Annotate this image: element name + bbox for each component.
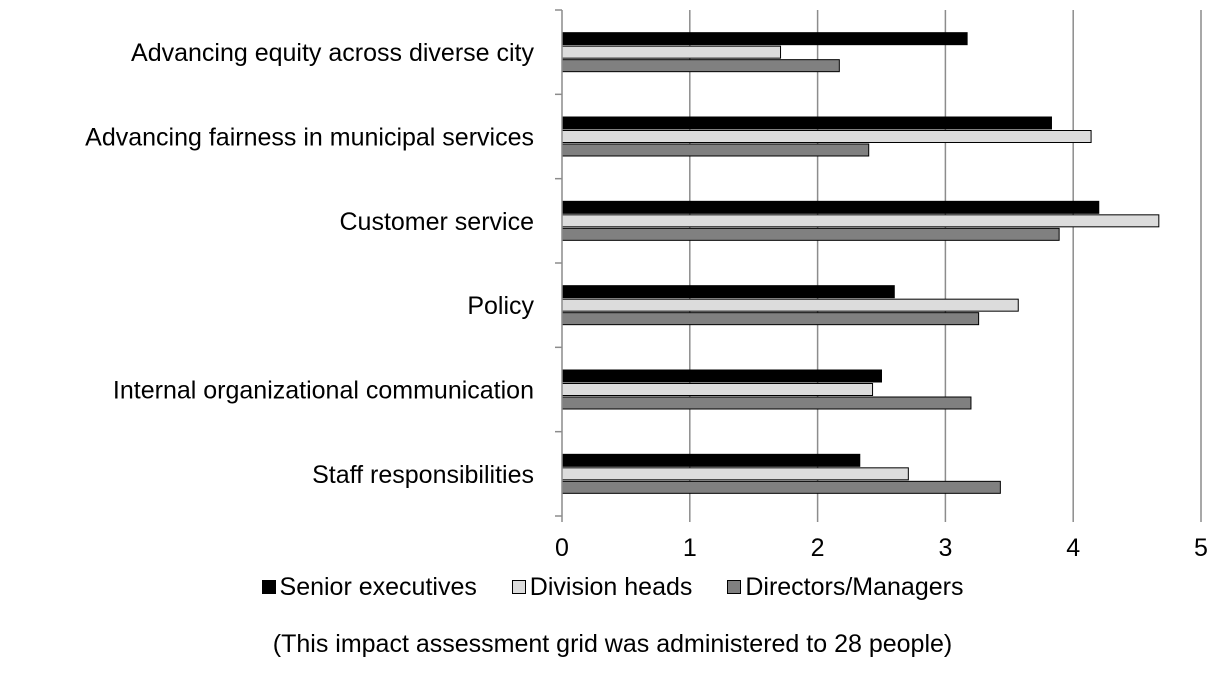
legend-label-senior-executives: Senior executives xyxy=(279,572,477,601)
bar-6-series-1 xyxy=(561,453,861,467)
bar-3-series-3 xyxy=(561,227,1060,241)
bar-4-series-2 xyxy=(561,298,1019,312)
category-label-4: Policy xyxy=(467,292,534,320)
x-tick-label-5: 5 xyxy=(1194,534,1208,562)
x-tick-label-2: 2 xyxy=(811,534,825,562)
x-tick-label-4: 4 xyxy=(1066,534,1080,562)
bar-4-series-1 xyxy=(561,285,895,299)
bar-5-series-1 xyxy=(561,369,882,383)
bar-3-series-2 xyxy=(561,214,1160,228)
category-label-2: Advancing fairness in municipal services xyxy=(85,124,534,152)
legend-swatch-directors-managers xyxy=(727,580,742,594)
bar-2-series-2 xyxy=(561,130,1092,143)
category-label-3: Customer service xyxy=(340,208,535,236)
x-tick-labels: 0 1 2 3 4 5 xyxy=(555,534,1208,562)
x-tick-label-1: 1 xyxy=(683,534,697,562)
legend: Senior executives Division heads Directo… xyxy=(0,572,1225,602)
bar-1-series-2 xyxy=(561,45,782,59)
bar-1-series-3 xyxy=(561,59,840,73)
category-label-5: Internal organizational communication xyxy=(113,377,534,405)
legend-swatch-senior-executives xyxy=(261,580,276,594)
bar-6-series-2 xyxy=(561,467,909,481)
axes xyxy=(555,9,1202,522)
legend-item-division-heads: Division heads xyxy=(511,572,693,602)
chart-note: (This impact assessment grid was adminis… xyxy=(272,630,953,658)
category-label-1: Advancing equity across diverse city xyxy=(131,39,534,67)
x-tick-label-3: 3 xyxy=(938,534,952,562)
bar-6-series-3 xyxy=(561,480,1001,494)
bar-5-series-3 xyxy=(561,396,972,410)
legend-swatch-division-heads xyxy=(511,580,526,594)
bar-2-series-3 xyxy=(561,143,870,157)
bars xyxy=(561,32,1160,494)
bar-5-series-2 xyxy=(561,383,874,396)
gridlines xyxy=(689,10,1202,516)
legend-item-directors-managers: Directors/Managers xyxy=(727,573,963,602)
bar-1-series-1 xyxy=(561,32,968,46)
legend-label-directors-managers: Directors/Managers xyxy=(745,572,964,601)
category-labels: Advancing equity across diverse city Adva… xyxy=(85,39,534,489)
bar-4-series-3 xyxy=(561,312,980,326)
category-label-6: Staff responsibilities xyxy=(312,461,534,489)
bar-3-series-1 xyxy=(561,200,1100,214)
bar-2-series-1 xyxy=(561,116,1052,130)
legend-item-senior-executives: Senior executives xyxy=(261,572,477,602)
x-tick-label-0: 0 xyxy=(555,534,569,562)
legend-label-division-heads: Division heads xyxy=(529,572,693,601)
